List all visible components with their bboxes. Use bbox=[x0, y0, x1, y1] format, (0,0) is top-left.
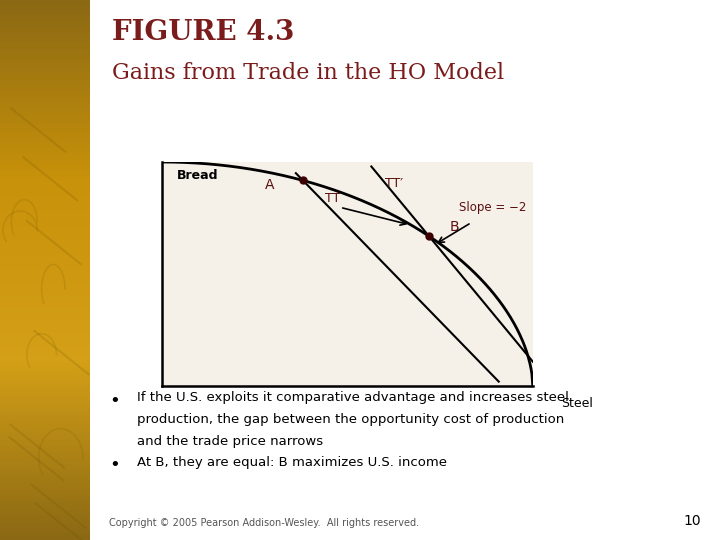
Text: Bread: Bread bbox=[177, 168, 218, 182]
Text: •: • bbox=[109, 456, 120, 474]
Text: B: B bbox=[450, 220, 460, 234]
Text: •: • bbox=[109, 392, 120, 409]
Text: If the U.S. exploits it comparative advantage and increases steel: If the U.S. exploits it comparative adva… bbox=[138, 392, 569, 404]
Text: Steel: Steel bbox=[562, 397, 593, 410]
Text: A: A bbox=[265, 178, 274, 192]
Text: TT: TT bbox=[325, 192, 341, 205]
Text: Gains from Trade in the HO Model: Gains from Trade in the HO Model bbox=[112, 62, 504, 84]
Text: FIGURE 4.3: FIGURE 4.3 bbox=[112, 19, 294, 46]
Text: Copyright © 2005 Pearson Addison-Wesley.  All rights reserved.: Copyright © 2005 Pearson Addison-Wesley.… bbox=[109, 518, 419, 528]
Text: TT′: TT′ bbox=[384, 177, 402, 190]
Text: production, the gap between the opportunity cost of production: production, the gap between the opportun… bbox=[138, 413, 564, 426]
Text: 10: 10 bbox=[683, 514, 701, 528]
Text: Slope = −2: Slope = −2 bbox=[459, 201, 526, 214]
Text: At B, they are equal: B maximizes U.S. income: At B, they are equal: B maximizes U.S. i… bbox=[138, 456, 447, 469]
Text: and the trade price narrows: and the trade price narrows bbox=[138, 435, 323, 448]
